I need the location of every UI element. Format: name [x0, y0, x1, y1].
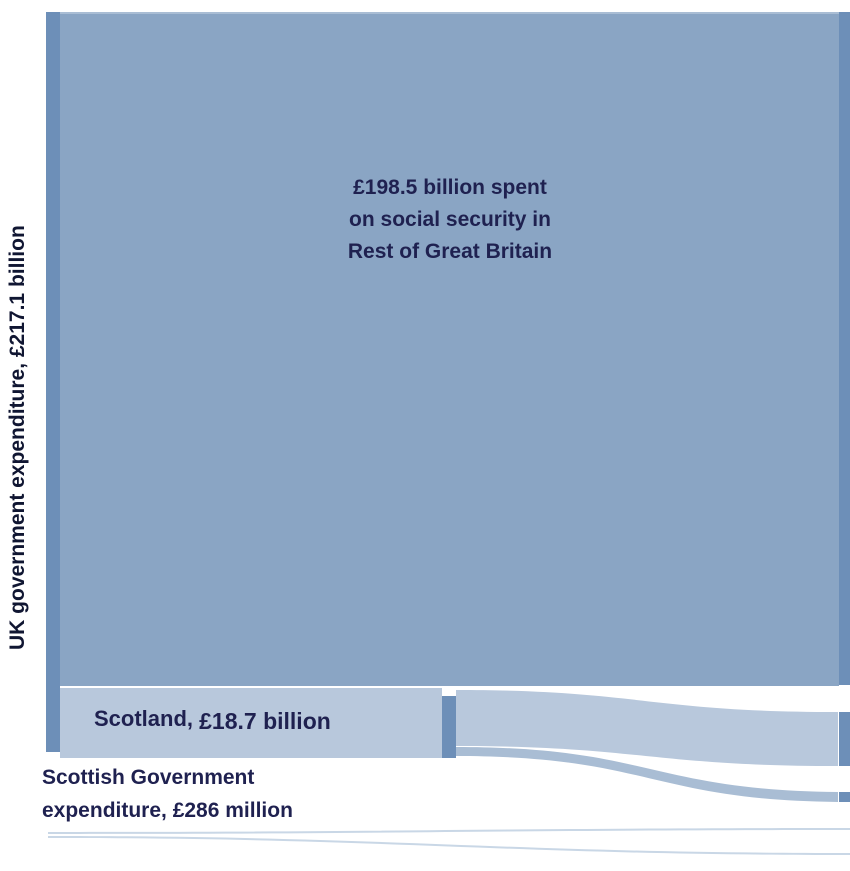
rest-label-line-2: on social security in [349, 208, 551, 231]
scotland-value: £18.7 billion [199, 708, 331, 734]
rest-label-line-1: £198.5 billion spent [353, 176, 547, 199]
node-uk-government [46, 12, 60, 752]
flow-scottish-government-1 [48, 828, 850, 834]
flow-scottish-government-2 [48, 836, 850, 855]
flow-scotland-to-outcome-2 [456, 747, 838, 802]
node-scotland-outcome-1 [839, 712, 850, 766]
flow-scotland-to-outcome-1 [456, 690, 838, 766]
node-scotland [442, 696, 456, 758]
node-scotland-outcome-2 [839, 792, 850, 802]
scotland-label: Scotland, £18.7 billion [94, 705, 331, 734]
scotland-name: Scotland, [94, 706, 194, 731]
flow-rest-of-great-britain [60, 12, 839, 686]
rest-label-line-3: Rest of Great Britain [347, 240, 553, 263]
node-rest-of-great-britain [839, 12, 850, 685]
scottish-government-label: Scottish Government expenditure, £286 mi… [42, 761, 442, 827]
scottish-government-line-1: Scottish Government [42, 766, 255, 789]
uk-government-label: UK government expenditure, £217.1 billio… [6, 225, 29, 650]
rest-of-great-britain-label: £198.5 billion spent on social security … [270, 172, 630, 268]
scottish-government-line-2: expenditure, £286 million [42, 799, 293, 822]
flow-uk-to-scotland [60, 688, 442, 758]
flow-top-edge [60, 12, 839, 14]
